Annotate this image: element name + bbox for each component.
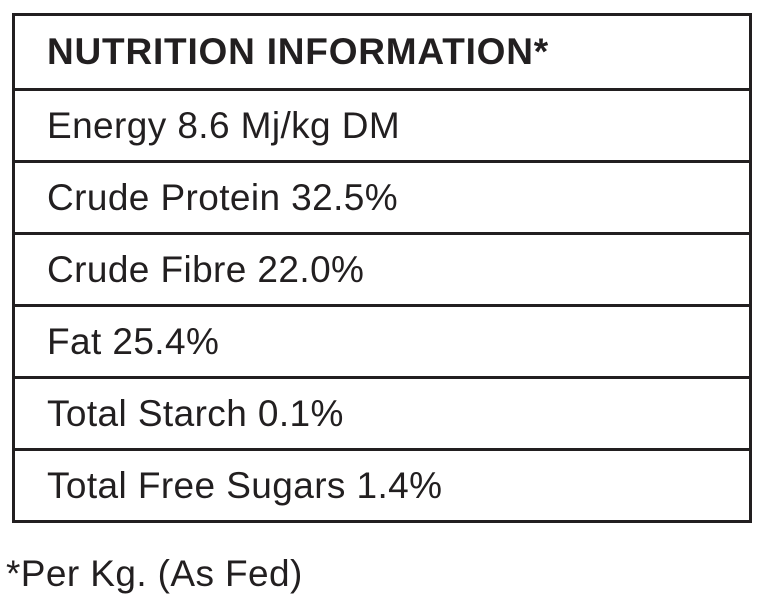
table-row-energy: Energy 8.6 Mj/kg DM: [15, 88, 749, 160]
table-row-total-starch: Total Starch 0.1%: [15, 376, 749, 448]
table-row-total-free-sugars: Total Free Sugars 1.4%: [15, 448, 749, 520]
table-row-crude-fibre: Crude Fibre 22.0%: [15, 232, 749, 304]
table-title: NUTRITION INFORMATION*: [47, 31, 549, 72]
table-row-fat: Fat 25.4%: [15, 304, 749, 376]
nutrition-information-table: NUTRITION INFORMATION* Energy 8.6 Mj/kg …: [12, 13, 752, 523]
table-row-crude-protein: Crude Protein 32.5%: [15, 160, 749, 232]
per-kg-footnote: *Per Kg. (As Fed): [6, 553, 303, 594]
